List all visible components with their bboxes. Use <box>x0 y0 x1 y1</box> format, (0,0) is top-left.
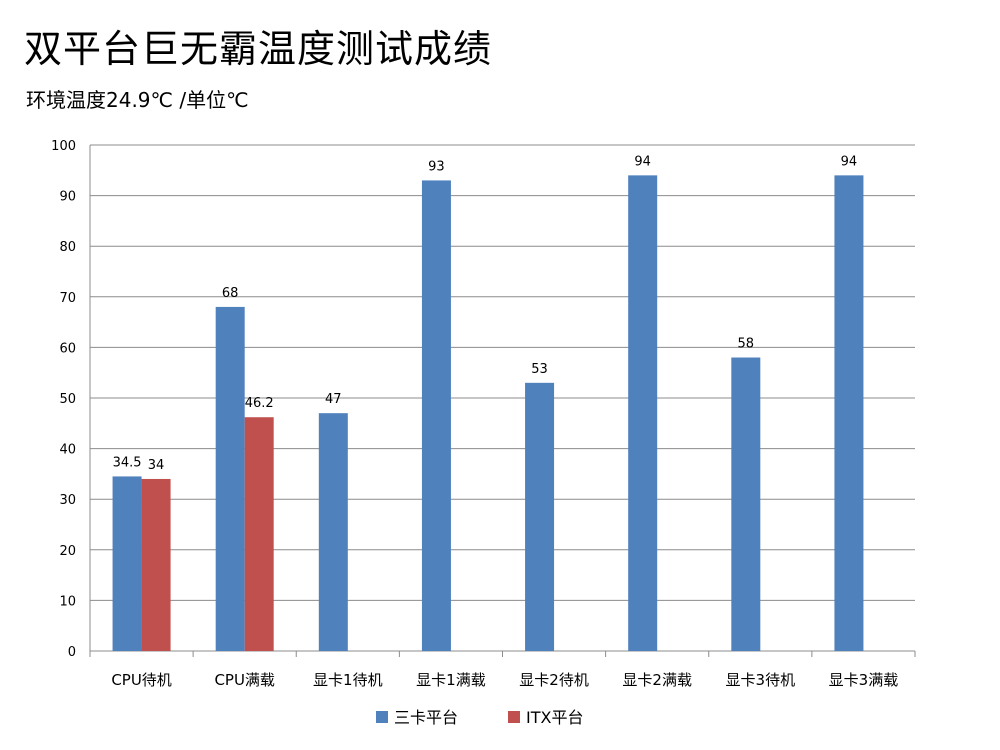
y-tick-label: 90 <box>59 190 76 205</box>
bar <box>141 478 171 651</box>
data-label: 34 <box>148 458 165 473</box>
bars <box>112 175 864 652</box>
y-tick-label: 70 <box>59 291 76 306</box>
legend-swatch <box>376 711 388 723</box>
data-label: 58 <box>738 337 755 352</box>
x-category-label: 显卡1满载 <box>416 671 486 689</box>
y-tick-label: 30 <box>59 493 76 508</box>
chart-title: 双平台巨无霸温度测试成绩 <box>24 27 493 71</box>
chart-subtitle: 环境温度24.9℃ /单位℃ <box>26 88 249 112</box>
x-category-label: 显卡2待机 <box>519 671 589 689</box>
bar <box>421 180 451 652</box>
data-labels: 34.5 34 68 46.2 47 93 53 94 58 94 <box>113 154 858 473</box>
bar <box>731 357 761 651</box>
data-label: 94 <box>634 154 651 169</box>
legend: 三卡平台 ITX平台 <box>376 708 583 727</box>
bar <box>525 382 555 651</box>
bar <box>834 175 864 652</box>
y-tick-label: 20 <box>59 544 76 559</box>
x-category-label: 显卡3待机 <box>726 671 796 689</box>
y-tick-label: 100 <box>51 139 76 154</box>
axes: 0 10 20 30 40 50 60 70 80 90 100 CPU待机 CPU满载 显卡1待机 显卡1… <box>51 139 916 689</box>
bar <box>628 175 658 652</box>
y-tick-label: 60 <box>59 341 76 356</box>
x-category-label: CPU待机 <box>111 671 172 689</box>
legend-label: ITX平台 <box>526 708 583 727</box>
legend-swatch <box>508 711 520 723</box>
data-label: 47 <box>325 392 342 407</box>
data-label: 46.2 <box>245 396 274 411</box>
data-label: 53 <box>531 362 548 377</box>
x-category-label: 显卡3满载 <box>829 671 899 689</box>
y-tick-label: 50 <box>59 392 76 407</box>
y-tick-label: 80 <box>59 240 76 255</box>
grid-lines <box>90 144 915 601</box>
data-label: 93 <box>428 159 445 174</box>
x-category-label: 显卡1待机 <box>313 671 383 689</box>
bar <box>215 306 245 651</box>
bar <box>244 417 274 651</box>
data-label: 94 <box>841 154 858 169</box>
y-tick-label: 0 <box>68 645 76 660</box>
y-tick-label: 40 <box>59 443 76 458</box>
bar <box>112 476 142 651</box>
x-category-label: CPU满载 <box>214 671 275 689</box>
y-tick-label: 10 <box>59 594 76 609</box>
x-category-label: 显卡2满载 <box>622 671 692 689</box>
bar <box>318 413 348 651</box>
data-label: 34.5 <box>113 455 142 470</box>
legend-label: 三卡平台 <box>394 708 458 727</box>
data-label: 68 <box>222 286 239 301</box>
